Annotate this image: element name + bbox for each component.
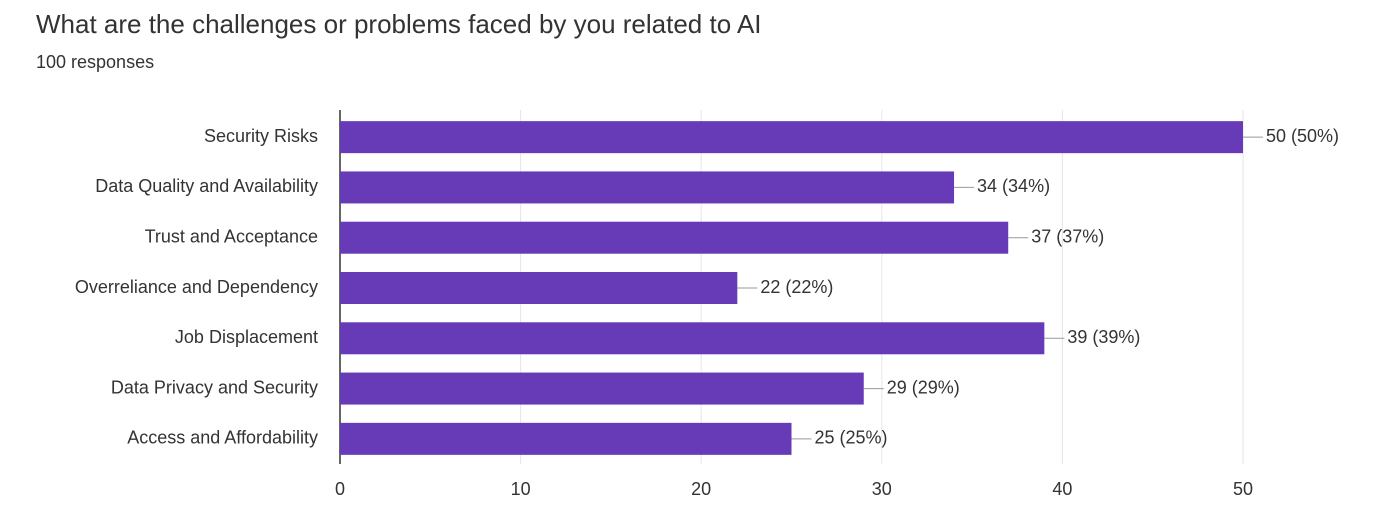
value-label: 34 (34%) xyxy=(977,176,1050,196)
value-label: 22 (22%) xyxy=(760,277,833,297)
y-tick-label: Security Risks xyxy=(204,126,318,146)
bar xyxy=(340,221,1009,254)
y-tick-label: Data Privacy and Security xyxy=(111,377,318,397)
value-label: 37 (37%) xyxy=(1031,226,1104,246)
x-tick-label: 30 xyxy=(872,479,892,499)
x-tick-label: 50 xyxy=(1233,479,1253,499)
y-tick-label: Data Quality and Availability xyxy=(95,176,318,196)
value-label: 25 (25%) xyxy=(815,428,888,448)
chart-subtitle: 100 responses xyxy=(36,52,154,72)
y-tick-label: Overreliance and Dependency xyxy=(75,277,318,297)
y-tick-label: Trust and Acceptance xyxy=(145,226,318,246)
y-tick-label: Access and Affordability xyxy=(127,428,318,448)
x-tick-label: 20 xyxy=(691,479,711,499)
bar xyxy=(340,372,864,405)
value-label: 39 (39%) xyxy=(1067,327,1140,347)
bar xyxy=(340,272,738,304)
bar xyxy=(340,422,792,455)
value-label: 29 (29%) xyxy=(887,377,960,397)
y-tick-label: Job Displacement xyxy=(175,327,318,347)
bar xyxy=(340,171,955,204)
x-tick-label: 0 xyxy=(335,479,345,499)
bar xyxy=(340,121,1243,154)
bar xyxy=(340,322,1045,355)
x-tick-label: 40 xyxy=(1052,479,1072,499)
x-tick-label: 10 xyxy=(511,479,531,499)
chart-title: What are the challenges or problems face… xyxy=(36,9,762,39)
value-label: 50 (50%) xyxy=(1266,126,1339,146)
